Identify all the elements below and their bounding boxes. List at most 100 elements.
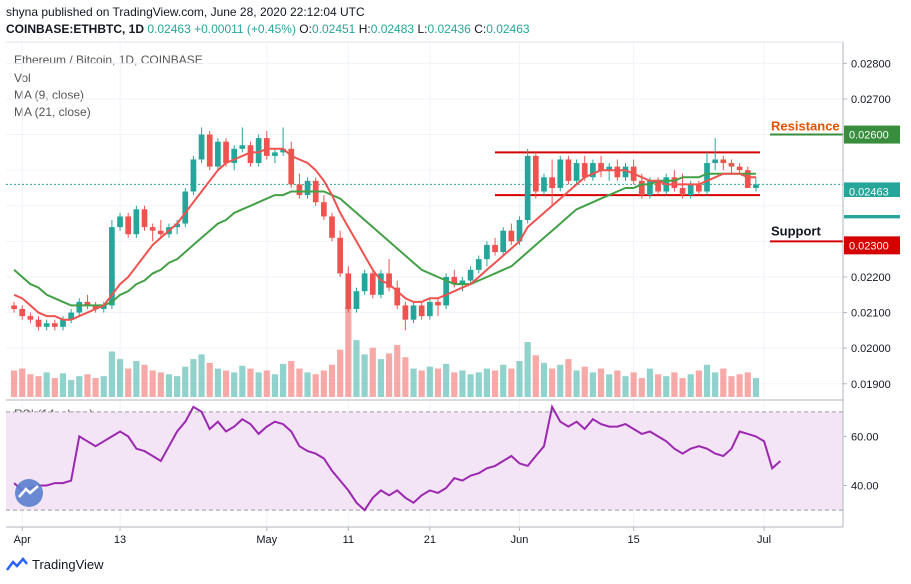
candle-body bbox=[492, 244, 498, 253]
candle-body bbox=[524, 155, 531, 220]
volume-bar bbox=[394, 344, 401, 397]
candle-body bbox=[68, 312, 74, 320]
time-tick-label: Jul bbox=[757, 534, 771, 546]
volume-bar bbox=[410, 368, 417, 397]
volume-bar bbox=[263, 370, 270, 397]
volume-bar bbox=[614, 370, 621, 397]
time-tick-label: 11 bbox=[343, 534, 354, 546]
volume-bar bbox=[573, 370, 580, 397]
volume-bar bbox=[663, 376, 670, 397]
volume-bar bbox=[149, 370, 156, 397]
tradingview-logo[interactable]: TradingView bbox=[6, 556, 104, 572]
volume-bar bbox=[182, 366, 189, 397]
candle-body bbox=[655, 180, 661, 192]
candle-body bbox=[484, 244, 490, 260]
candle-body bbox=[206, 134, 213, 167]
time-tick-label: May bbox=[256, 534, 277, 546]
volume-bar bbox=[214, 368, 221, 397]
candle-body bbox=[117, 216, 123, 228]
ma21-legend: MA (21, close) bbox=[14, 105, 91, 119]
volume-bar bbox=[19, 368, 26, 397]
volume-bar bbox=[418, 370, 425, 397]
snapshot-icon-glyph bbox=[18, 485, 39, 498]
candle-body bbox=[239, 145, 246, 149]
candle-body bbox=[198, 134, 205, 160]
rsi-tick-label: 60.00 bbox=[851, 431, 879, 443]
candle-body bbox=[720, 159, 727, 164]
candle-body bbox=[353, 291, 360, 309]
volume-bar bbox=[385, 353, 393, 397]
candle-body bbox=[475, 259, 482, 270]
volume-bar bbox=[345, 307, 352, 397]
volume-bar bbox=[116, 359, 124, 397]
candle-body bbox=[614, 166, 621, 178]
volume-bar bbox=[141, 364, 148, 397]
volume-bar bbox=[353, 340, 360, 397]
volume-bar bbox=[491, 370, 499, 397]
volume-bar bbox=[475, 372, 482, 397]
volume-bar bbox=[288, 361, 295, 397]
volume-bar bbox=[402, 357, 409, 397]
symbol-name: COINBASE:ETHBTC, 1D bbox=[6, 22, 145, 36]
time-tick-label: 13 bbox=[114, 534, 126, 546]
resistance-annotation: Resistance bbox=[771, 119, 840, 134]
volume-bar bbox=[222, 370, 230, 397]
volume-bar bbox=[165, 374, 173, 397]
volume-bar bbox=[68, 379, 75, 397]
last-price: 0.02463 bbox=[147, 22, 191, 36]
candle-body bbox=[60, 319, 66, 327]
candle-body bbox=[337, 237, 344, 274]
candle-body bbox=[541, 177, 547, 192]
candle-body bbox=[190, 159, 197, 192]
volume-bar bbox=[35, 376, 42, 397]
volume-bar bbox=[581, 366, 588, 397]
support-annotation: Support bbox=[771, 223, 821, 238]
candle-body bbox=[141, 209, 148, 228]
volume-bar bbox=[606, 374, 613, 397]
time-tick-label: 15 bbox=[628, 534, 640, 546]
time-tick-label: 21 bbox=[424, 534, 436, 546]
volume-bar bbox=[451, 372, 458, 397]
volume-bar bbox=[190, 359, 197, 397]
volume-bar bbox=[720, 368, 727, 397]
volume-bar bbox=[426, 366, 433, 397]
volume-bar bbox=[532, 355, 539, 397]
candle-body bbox=[361, 273, 368, 292]
candle-body bbox=[581, 163, 588, 178]
lower-price-tag-bg bbox=[844, 197, 900, 216]
volume-bar bbox=[687, 374, 694, 397]
volume-bar bbox=[174, 376, 181, 397]
price-tick-label: 0.02200 bbox=[851, 272, 891, 284]
volume-bar bbox=[206, 362, 213, 397]
volume-bar bbox=[133, 361, 140, 397]
volume-bar bbox=[59, 373, 67, 397]
candle-body bbox=[728, 163, 735, 167]
candle-body bbox=[369, 273, 376, 295]
volume-bar bbox=[695, 370, 702, 397]
volume-bar bbox=[43, 372, 50, 397]
volume-bar bbox=[622, 376, 629, 397]
symbol-summary: COINBASE:ETHBTC, 1D 0.02463 +0.00011 (+0… bbox=[6, 22, 530, 36]
volume-bar bbox=[337, 349, 344, 397]
volume-bar bbox=[231, 372, 238, 397]
candle-body bbox=[451, 276, 458, 285]
candle-body bbox=[549, 177, 555, 188]
ma21-line bbox=[13, 172, 756, 307]
volume-bar bbox=[198, 354, 205, 397]
candle-body bbox=[157, 230, 164, 235]
lower-price-tag: 0.02433 bbox=[849, 201, 889, 213]
volume-bar bbox=[100, 376, 107, 397]
candle-body bbox=[255, 138, 262, 164]
candle-body bbox=[133, 209, 140, 235]
rsi-tick-label: 40.00 bbox=[851, 481, 879, 493]
candle-body bbox=[500, 230, 507, 253]
candle-body bbox=[296, 184, 303, 196]
open-value: 0.02451 bbox=[311, 22, 356, 36]
candle-body bbox=[27, 316, 34, 320]
volume-bar bbox=[239, 365, 246, 397]
candle-body bbox=[215, 141, 221, 167]
candle-body bbox=[84, 301, 91, 306]
candle-body bbox=[263, 138, 270, 156]
candle-body bbox=[704, 163, 710, 192]
